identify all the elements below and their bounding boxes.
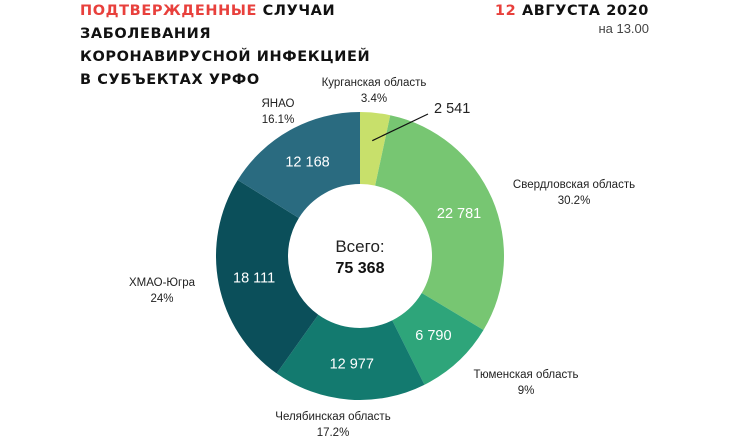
region-percent-5: 24% (150, 293, 173, 305)
slice-2 (375, 115, 504, 331)
chart-title: ПОДТВЕРЖДЕННЫЕ СЛУЧАИ ЗАБОЛЕВАНИЯ КОРОНА… (80, 0, 410, 92)
region-name-3: Тюменская область (473, 369, 578, 381)
title-line-3: КОРОНАВИРУСНОЙ ИНФЕКЦИЕЙ (80, 49, 371, 65)
labels-group: 2 541 Курганская область 3.4% 22 781 Свердло… (129, 77, 635, 439)
region-percent-3: 9% (518, 385, 535, 397)
title-line-1: ПОДТВЕРЖДЕННЫЕ СЛУЧАИ (80, 0, 410, 23)
title-line-4: В СУБЪЕКТАХ УРФО (80, 72, 260, 88)
region-percent-2: 30.2% (558, 195, 591, 207)
region-name-5: ХМАО-Югра (129, 277, 196, 289)
leader-line (372, 113, 429, 142)
value-label-3: 6 790 (415, 328, 451, 344)
center-label: Всего: (335, 237, 384, 256)
value-label-1: 2 541 (434, 101, 470, 117)
region-percent-1: 3.4% (361, 93, 387, 105)
title-highlight: ПОДТВЕРЖДЕННЫЕ (80, 3, 258, 19)
region-name-4: Челябинская область (275, 411, 390, 423)
region-name-2: Свердловская область (513, 179, 635, 191)
leader-group (372, 113, 429, 142)
slice-6 (237, 112, 360, 218)
slice-3 (392, 293, 484, 385)
title-line-1-rest: СЛУЧАИ (257, 3, 336, 19)
center-total: 75 368 (336, 260, 385, 277)
value-label-5: 18 111 (233, 270, 275, 286)
date-block: 12 АВГУСТА 2020 на 13.00 (495, 2, 649, 38)
region-percent-4: 17.2% (317, 427, 350, 439)
region-name-6: ЯНАО (262, 98, 295, 110)
date-line: 12 АВГУСТА 2020 (495, 2, 649, 20)
slice-4 (276, 314, 425, 400)
region-percent-6: 16.1% (262, 114, 295, 126)
slice-1 (360, 112, 391, 186)
slice-5 (216, 179, 319, 374)
slices-group (216, 112, 504, 400)
date-rest: АВГУСТА 2020 (516, 3, 649, 19)
region-name-1: Курганская область (322, 77, 427, 89)
title-line-2: ЗАБОЛЕВАНИЯ (80, 26, 212, 42)
value-label-6: 12 168 (285, 155, 329, 171)
value-label-4: 12 977 (330, 357, 374, 373)
time-line: на 13.00 (598, 21, 649, 36)
value-label-2: 22 781 (437, 206, 481, 222)
date-day: 12 (494, 3, 517, 19)
